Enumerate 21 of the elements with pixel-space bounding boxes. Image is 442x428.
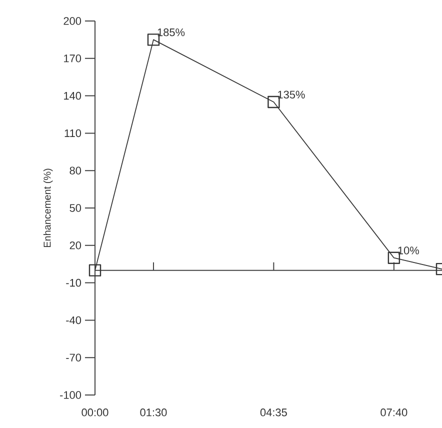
y-tick-label: -10 <box>66 278 82 287</box>
y-tick-label: 110 <box>64 129 82 138</box>
data-label: 10% <box>398 246 419 254</box>
y-tick-label: -40 <box>66 316 82 324</box>
y-tick-label: 140 <box>64 92 82 100</box>
x-tick-label: 00:00 <box>82 408 108 416</box>
y-tick-label: -70 <box>66 354 82 362</box>
y-tick-label: -100 <box>60 391 82 399</box>
y-tick-label: 50 <box>70 204 82 212</box>
y-tick-label: 80 <box>70 166 82 174</box>
y-axis-title: Enhancement (%) <box>43 168 53 248</box>
x-tick-label: 07:40 <box>380 408 408 416</box>
y-tick-label: 170 <box>64 54 82 62</box>
x-tick-label: 01:30 <box>140 408 167 416</box>
point <box>268 96 280 108</box>
point <box>88 264 102 276</box>
y-tick-label: 20 <box>70 242 82 250</box>
y-tick-label: 200 <box>64 17 82 25</box>
data-label: 185% <box>158 28 185 36</box>
data-label: 135% <box>278 90 305 99</box>
x-tick-label: 04:35 <box>260 408 287 416</box>
